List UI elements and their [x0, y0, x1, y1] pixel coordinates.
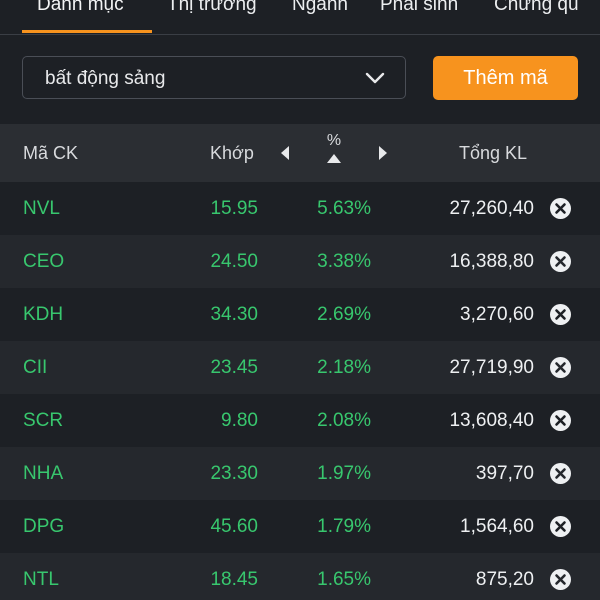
- row-price: 23.45: [210, 357, 258, 378]
- row-volume: 27,719,90: [449, 357, 534, 378]
- add-symbol-button[interactable]: Thêm mã: [433, 56, 578, 100]
- table-header: Mã CK Khớp % Tổng KL: [0, 124, 600, 182]
- row-volume: 875,20: [475, 569, 534, 590]
- column-header-price[interactable]: Khớp: [210, 143, 254, 163]
- row-volume: 16,388,80: [449, 251, 534, 272]
- column-header-symbol[interactable]: Mã CK: [23, 143, 79, 163]
- row-percent: 5.63%: [317, 198, 371, 219]
- row-symbol: NHA: [23, 463, 64, 484]
- row-price: 18.45: [210, 569, 258, 590]
- column-header-volume[interactable]: Tổng KL: [459, 143, 528, 163]
- row-price: 15.95: [210, 198, 258, 219]
- remove-icon[interactable]: [550, 198, 571, 219]
- row-percent: 3.38%: [317, 251, 371, 272]
- active-tab-indicator: [22, 30, 152, 33]
- row-symbol: SCR: [23, 410, 64, 431]
- chevron-down-icon: [365, 72, 385, 84]
- row-price: 23.30: [210, 463, 258, 484]
- tab-danh-muc[interactable]: Danh mục: [37, 0, 124, 15]
- table-row[interactable]: CII 23.45 2.18% 27,719,90: [0, 341, 600, 394]
- remove-icon[interactable]: [550, 357, 571, 378]
- tab-chung-quyen[interactable]: Chứng qu: [494, 0, 579, 15]
- row-symbol: DPG: [23, 516, 65, 537]
- remove-icon[interactable]: [550, 516, 571, 537]
- row-price: 45.60: [210, 516, 258, 537]
- row-percent: 1.65%: [317, 569, 371, 590]
- row-volume: 27,260,40: [449, 198, 534, 219]
- remove-icon[interactable]: [550, 569, 571, 590]
- table-row[interactable]: CEO 24.50 3.38% 16,388,80: [0, 235, 600, 288]
- row-percent: 2.18%: [317, 357, 371, 378]
- table-row[interactable]: NVL 15.95 5.63% 27,260,40: [0, 182, 600, 235]
- row-price: 9.80: [221, 410, 258, 431]
- row-volume: 3,270,60: [460, 304, 534, 325]
- table-row[interactable]: DPG 45.60 1.79% 1,564,60: [0, 500, 600, 553]
- row-price: 34.30: [210, 304, 258, 325]
- arrow-right-icon[interactable]: [377, 145, 389, 161]
- remove-icon[interactable]: [550, 410, 571, 431]
- column-header-percent[interactable]: %: [322, 132, 346, 163]
- row-percent: 2.69%: [317, 304, 371, 325]
- tab-thi-truong[interactable]: Thị trường: [167, 0, 257, 15]
- row-symbol: KDH: [23, 304, 64, 325]
- table-row[interactable]: NHA 23.30 1.97% 397,70: [0, 447, 600, 500]
- row-volume: 13,608,40: [449, 410, 534, 431]
- watchlist-select[interactable]: bất động sảng: [22, 56, 406, 99]
- row-volume: 397,70: [475, 463, 534, 484]
- table-row[interactable]: KDH 34.30 2.69% 3,270,60: [0, 288, 600, 341]
- row-symbol: NTL: [23, 569, 59, 590]
- row-percent: 1.97%: [317, 463, 371, 484]
- percent-label: %: [326, 132, 342, 149]
- row-percent: 1.79%: [317, 516, 371, 537]
- row-symbol: NVL: [23, 198, 60, 219]
- row-percent: 2.08%: [317, 410, 371, 431]
- row-volume: 1,564,60: [460, 516, 534, 537]
- row-symbol: CII: [23, 357, 48, 378]
- table-row[interactable]: SCR 9.80 2.08% 13,608,40: [0, 394, 600, 447]
- remove-icon[interactable]: [550, 304, 571, 325]
- tab-nganh[interactable]: Ngành: [292, 0, 348, 15]
- table-row[interactable]: NTL 18.45 1.65% 875,20: [0, 553, 600, 600]
- remove-icon[interactable]: [550, 251, 571, 272]
- top-tabs: Danh mục Thị trường Ngành Phái sinh Chứn…: [0, 0, 600, 35]
- sort-ascending-icon: [327, 154, 341, 163]
- watchlist-selected-value: bất động sảng: [45, 68, 166, 89]
- arrow-left-icon[interactable]: [279, 145, 291, 161]
- row-price: 24.50: [210, 251, 258, 272]
- row-symbol: CEO: [23, 251, 65, 272]
- tab-phai-sinh[interactable]: Phái sinh: [380, 0, 459, 15]
- remove-icon[interactable]: [550, 463, 571, 484]
